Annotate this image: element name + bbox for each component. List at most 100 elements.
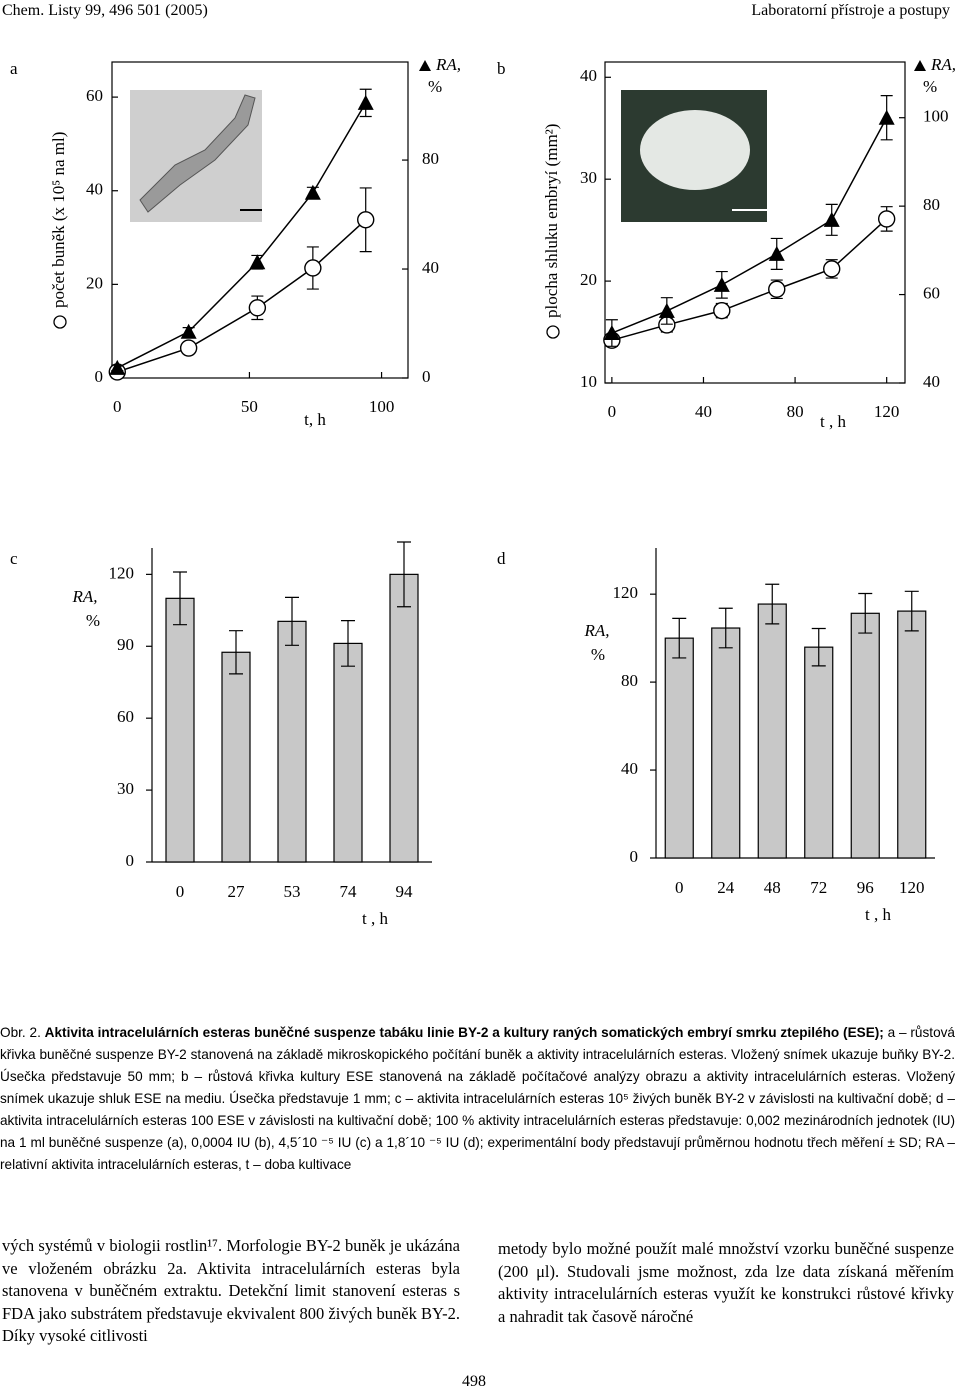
- header-left: Chem. Listy 99, 496 501 (2005): [2, 2, 208, 19]
- data-point: [823, 260, 841, 278]
- y2-axis-symbol: [419, 60, 431, 71]
- panel-label: d: [497, 549, 506, 568]
- y-tick-label: 40: [621, 759, 638, 778]
- x-axis-label: t, h: [304, 410, 326, 429]
- y2-tick-label: 100: [923, 107, 949, 126]
- data-point: [304, 184, 321, 200]
- error-bar: [341, 620, 355, 667]
- y2-tick-label: 80: [923, 195, 940, 214]
- y2-axis-label: RA,: [435, 55, 461, 74]
- error-bar: [904, 590, 919, 632]
- y2-axis-symbol: [914, 60, 926, 71]
- y-tick-label: 20: [580, 270, 597, 289]
- error-bar: [397, 541, 411, 608]
- y-axis-symbol: [53, 315, 67, 329]
- panel-label: b: [497, 59, 506, 78]
- y-tick-label: 60: [117, 707, 134, 726]
- error-bar: [285, 596, 299, 646]
- x-tick-label: 0: [608, 402, 617, 421]
- y-axis-label: RA,: [583, 621, 609, 640]
- bar: [711, 627, 741, 859]
- x-tick-label: 27: [228, 882, 246, 901]
- y-tick-label: 120: [613, 583, 639, 602]
- bar: [277, 620, 307, 863]
- x-axis-label: t , h: [820, 412, 846, 431]
- y-tick-label: 40: [580, 66, 597, 85]
- bar: [757, 603, 787, 859]
- x-tick-label: 0: [113, 397, 122, 416]
- bar: [664, 637, 694, 859]
- y-tick-label: 0: [126, 851, 135, 870]
- data-point: [304, 259, 322, 277]
- plot-frame: [111, 61, 409, 379]
- y-axis-label: RA,: [71, 587, 97, 606]
- y-tick-label: 80: [621, 671, 638, 690]
- error-bar: [765, 583, 780, 625]
- x-tick-label: 120: [899, 878, 925, 897]
- body-right: metody bylo možné použít malé množství v…: [498, 1239, 954, 1326]
- data-point: [768, 280, 786, 298]
- y-tick-label: 90: [117, 635, 134, 654]
- y-tick-label: 10: [580, 372, 597, 391]
- y2-tick-label: 80: [422, 149, 439, 168]
- inset-embryo: [640, 110, 750, 190]
- x-tick-label: 0: [176, 882, 185, 901]
- x-tick-label: 24: [717, 878, 735, 897]
- body-left: vých systémů v biologii rostlin¹⁷. Morfo…: [2, 1236, 460, 1345]
- data-point: [878, 109, 895, 125]
- bar: [850, 612, 880, 859]
- y-tick-label: 0: [630, 847, 639, 866]
- y-tick-label: 20: [86, 273, 103, 292]
- data-point: [249, 254, 266, 270]
- panel-label: a: [10, 59, 18, 78]
- data-point: [357, 211, 375, 229]
- y-tick-label: 0: [95, 367, 104, 386]
- caption: Obr. 2. Aktivita intracelulárních estera…: [0, 1022, 955, 1176]
- error-bar: [718, 607, 733, 649]
- y-tick-label: 120: [109, 563, 135, 582]
- bar: [897, 610, 927, 859]
- data-point: [248, 299, 267, 317]
- error-bar: [811, 627, 826, 667]
- x-axis-label: t , h: [362, 909, 388, 928]
- data-point: [179, 339, 198, 357]
- x-tick-label: 53: [284, 882, 301, 901]
- data-point: [823, 211, 840, 227]
- error-bar: [672, 617, 687, 659]
- y-axis-label: plocha shluku embryí (mm²): [542, 124, 561, 318]
- plot-frame: [604, 61, 906, 384]
- bar: [389, 573, 419, 863]
- caption-text: a – růstová křivka buněčné suspenze BY-2…: [0, 1025, 955, 1172]
- error-bar: [173, 571, 187, 626]
- y-tick-label: 30: [580, 168, 597, 187]
- y2-axis-label: %: [923, 77, 937, 96]
- x-tick-label: 50: [241, 397, 258, 416]
- y-axis-label: %: [591, 645, 605, 664]
- y-axis-label: %: [86, 611, 100, 630]
- bar: [804, 646, 834, 859]
- data-point: [713, 301, 731, 320]
- x-tick-label: 80: [787, 402, 804, 421]
- caption-label: Obr. 2.: [0, 1025, 41, 1040]
- data-point: [357, 94, 374, 110]
- x-tick-label: 72: [810, 878, 827, 897]
- y2-axis-label: %: [428, 77, 442, 96]
- data-point: [180, 323, 197, 339]
- x-tick-label: 74: [340, 882, 358, 901]
- series-line: [611, 117, 888, 334]
- error-bar: [229, 630, 243, 675]
- error-bar: [858, 592, 873, 634]
- y-axis-label: počet buněk (x 10⁵ na ml): [49, 132, 68, 308]
- data-point: [603, 325, 620, 341]
- y2-tick-label: 40: [923, 372, 940, 391]
- x-tick-label: 120: [874, 402, 900, 421]
- y2-tick-label: 0: [422, 367, 431, 386]
- bar: [333, 642, 363, 863]
- x-tick-label: 94: [396, 882, 414, 901]
- x-tick-label: 100: [369, 397, 395, 416]
- header-right: Laboratorní přístroje a postupy: [751, 2, 950, 19]
- y2-axis-label: RA,: [930, 55, 956, 74]
- page-number: 498: [462, 1373, 486, 1390]
- bar: [221, 651, 251, 863]
